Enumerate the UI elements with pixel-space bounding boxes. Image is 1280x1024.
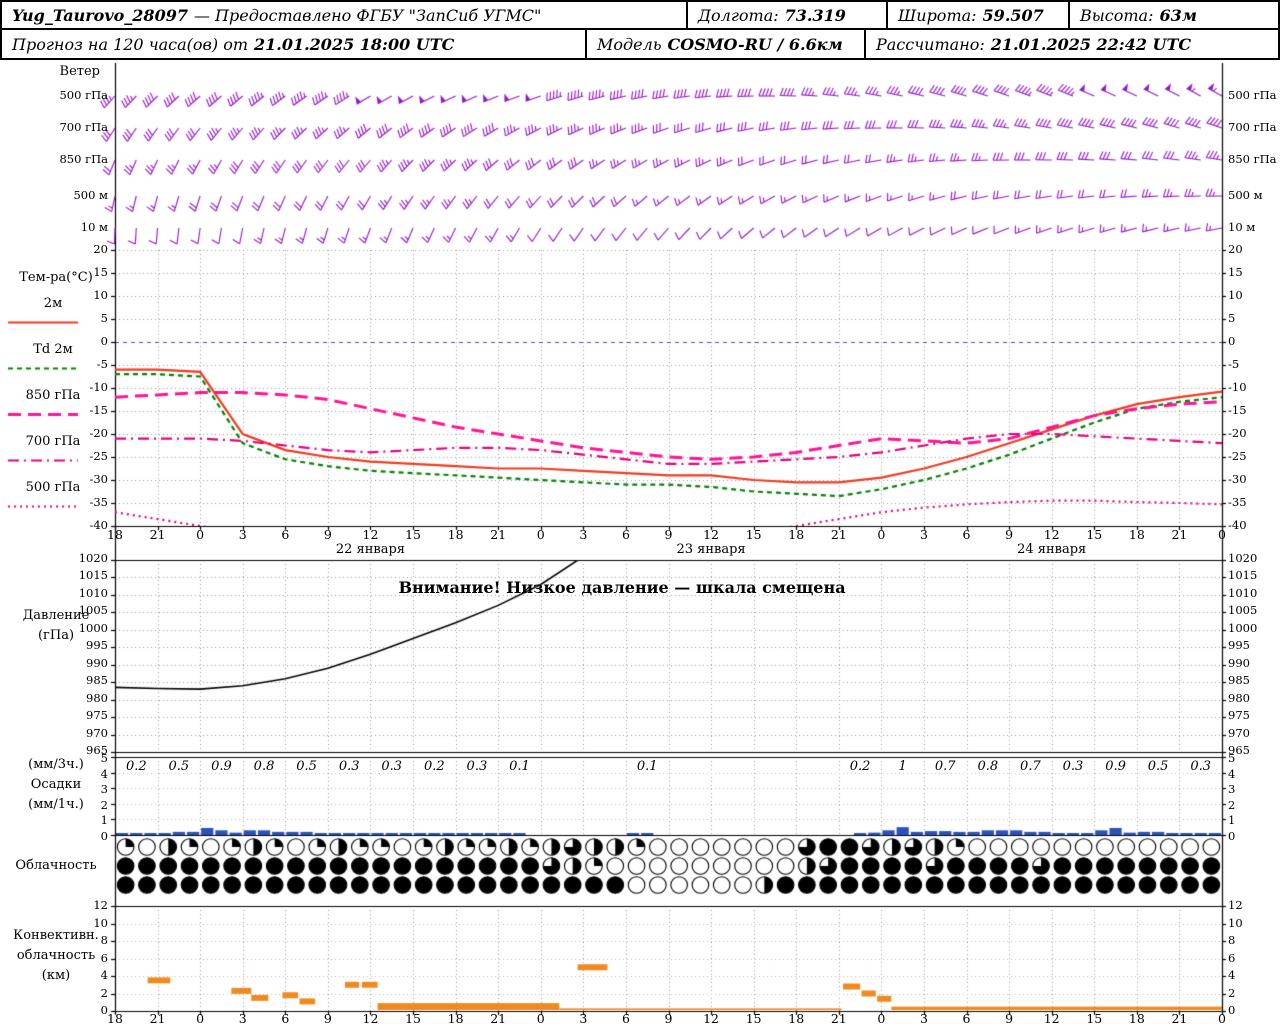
- altitude-cell: Высота: 63м: [1068, 2, 1278, 28]
- forecast-cell: Прогноз на 120 часа(ов) от 21.01.2025 18…: [2, 30, 585, 58]
- longitude-label: Долгота:: [698, 5, 779, 25]
- calculated-value: 21.01.2025 22:42 UTC: [990, 34, 1192, 54]
- model-label: Модель: [597, 34, 662, 54]
- model-cell: Модель COSMO-RU / 6.6км: [585, 30, 864, 58]
- forecast-label: Прогноз на 120 часа(ов) от: [12, 34, 248, 54]
- header-row-2: Прогноз на 120 часа(ов) от 21.01.2025 18…: [2, 30, 1278, 58]
- calculated-cell: Рассчитано: 21.01.2025 22:42 UTC: [864, 30, 1278, 58]
- latitude-cell: Широта: 59.507: [886, 2, 1068, 28]
- latitude-value: 59.507: [982, 5, 1044, 25]
- longitude-value: 73.319: [784, 5, 846, 25]
- latitude-label: Широта:: [898, 5, 977, 25]
- header-row-1: Yug_Taurovo_28097 — Предоставлено ФГБУ "…: [2, 2, 1278, 30]
- header: Yug_Taurovo_28097 — Предоставлено ФГБУ "…: [0, 0, 1280, 60]
- altitude-value: 63м: [1159, 5, 1197, 25]
- forecast-value: 21.01.2025 18:00 UTC: [254, 34, 455, 54]
- longitude-cell: Долгота: 73.319: [686, 2, 886, 28]
- calculated-label: Рассчитано:: [876, 34, 985, 54]
- station-name: Yug_Taurovo_28097: [12, 5, 188, 25]
- provider-text: — Предоставлено ФГБУ "ЗапСиб УГМС": [193, 5, 542, 25]
- model-value: COSMO-RU / 6.6км: [667, 34, 843, 54]
- altitude-label: Высота:: [1080, 5, 1154, 25]
- station-cell: Yug_Taurovo_28097 — Предоставлено ФГБУ "…: [2, 2, 686, 28]
